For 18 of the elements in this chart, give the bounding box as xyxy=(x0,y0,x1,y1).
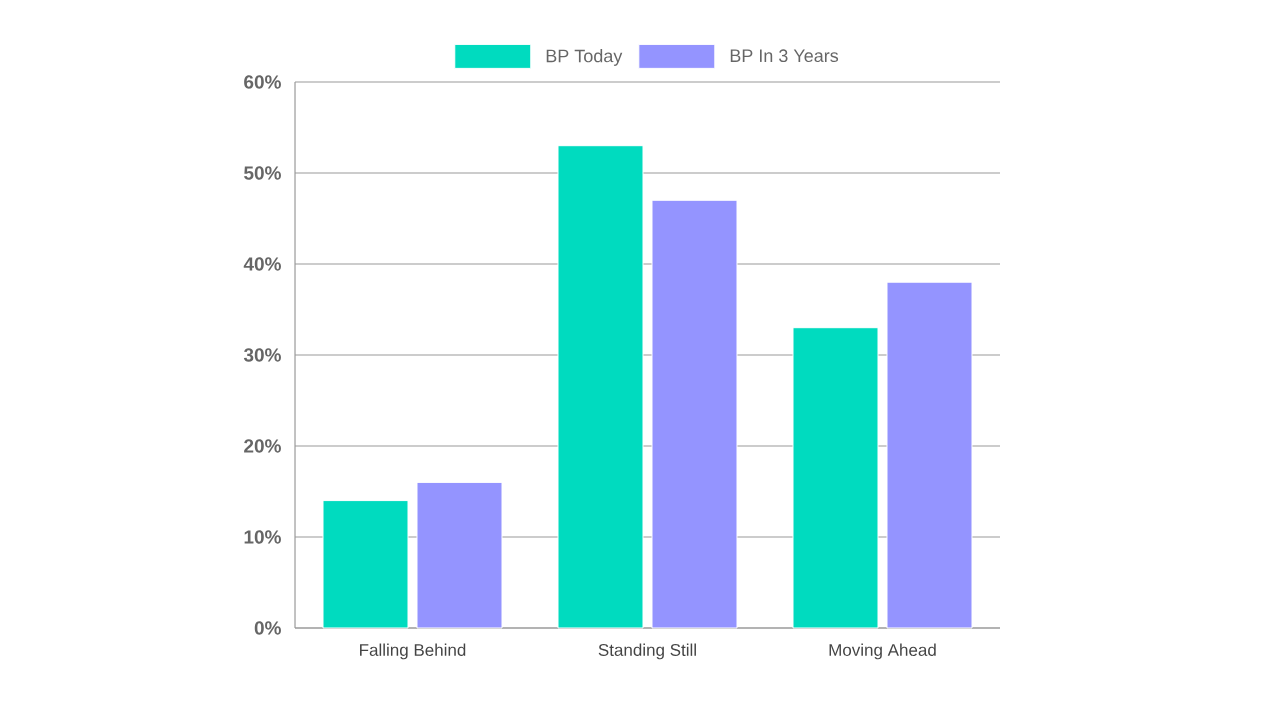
legend-label: BP Today xyxy=(546,49,623,66)
x-tick-label: Falling Behind xyxy=(360,643,466,660)
bar xyxy=(416,481,503,629)
x-tick-label: Moving Ahead xyxy=(829,643,936,660)
y-tick-label: 40% xyxy=(243,257,281,271)
bar xyxy=(792,327,879,629)
y-tick-label: 10% xyxy=(244,530,281,544)
y-tick-label: 30% xyxy=(243,348,281,362)
x-tick-label: Standing Still xyxy=(598,643,696,660)
y-tick-label: 0% xyxy=(254,621,281,635)
y-tick-label: 20% xyxy=(244,439,281,453)
y-tick-label: 60% xyxy=(244,75,281,89)
y-tick-label: 50% xyxy=(244,166,281,180)
bar xyxy=(322,500,409,629)
legend-label: BP In 3 Years xyxy=(730,49,839,63)
bar xyxy=(886,281,973,629)
bar xyxy=(651,199,738,629)
bar xyxy=(557,145,644,629)
